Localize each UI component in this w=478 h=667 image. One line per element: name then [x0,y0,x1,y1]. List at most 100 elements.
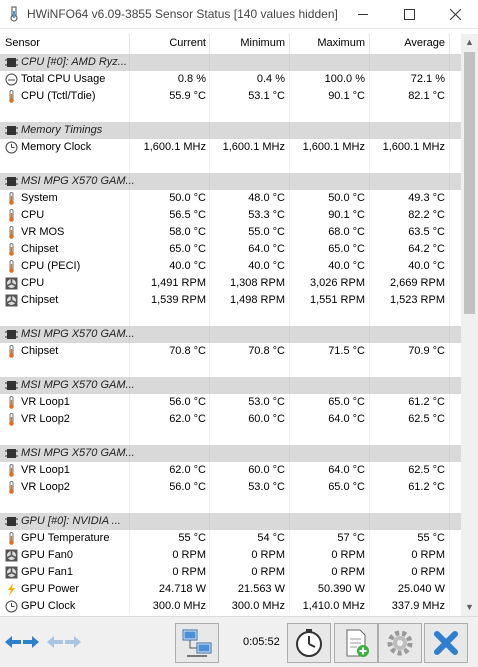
clock-button[interactable] [287,623,331,663]
current-value: 24.718 W [158,583,206,595]
sensor-label: VR MOS [21,226,65,238]
thermometer-icon [9,345,14,358]
settings-button[interactable] [378,623,422,663]
clock-icon [5,141,18,154]
chip-icon [5,449,18,458]
fan-icon [5,549,18,562]
clock-icon [5,600,18,613]
column-gridline [129,530,130,547]
column-gridline [129,122,130,139]
average-value: 62.5 °C [408,413,445,425]
sensor-row[interactable]: Memory Clock 1,600.1 MHz 1,600.1 MHz 1,600.… [0,139,461,156]
thermometer-icon [9,90,14,103]
sensor-row[interactable]: Total CPU Usage 0.8 % 0.4 % 100.0 % 72.1 % [0,71,461,88]
sensor-row[interactable]: CPU 56.5 °C 53.3 °C 90.1 °C 82.2 °C [0,207,461,224]
minimum-value: 0.4 % [256,73,285,85]
thermometer-icon [9,260,14,273]
add-log-icon [346,629,369,657]
scrollbar-thumb[interactable] [464,52,475,314]
exit-button[interactable] [424,623,468,663]
column-gridline [209,496,210,513]
column-gridline [129,326,130,343]
maximum-value: 40.0 °C [328,260,365,272]
sensor-row[interactable]: VR MOS 58.0 °C 55.0 °C 68.0 °C 63.5 °C [0,224,461,241]
sensor-row[interactable]: GPU Fan1 0 RPM 0 RPM 0 RPM 0 RPM [0,564,461,581]
sensor-row[interactable]: VR Loop1 62.0 °C 60.0 °C 64.0 °C 62.5 °C [0,462,461,479]
lightning-icon [8,583,15,596]
logging-button[interactable] [334,623,378,663]
sensor-group-row[interactable]: MSI MPG X570 GAM... [0,326,461,343]
column-gridline [209,513,210,530]
maximum-value: 64.0 °C [328,464,365,476]
sensor-label: Total CPU Usage [21,73,106,85]
sensor-group-row[interactable]: CPU [#0]: AMD Ryz... [0,54,461,71]
column-gridline [369,241,370,258]
sensor-row[interactable]: CPU (Tctl/Tdie) 55.9 °C 53.1 °C 90.1 °C 82.1… [0,88,461,105]
nav-arrows-disabled-button[interactable] [46,632,82,652]
group-label: MSI MPG X570 GAM... [21,447,135,459]
column-gridline [449,394,450,411]
sensor-row[interactable]: GPU Clock 300.0 MHz 300.0 MHz 1,410.0 MHz 33… [0,598,461,615]
column-gridline [369,513,370,530]
sensor-row[interactable]: System 50.0 °C 48.0 °C 50.0 °C 49.3 °C [0,190,461,207]
column-gridline [449,275,450,292]
sensor-label: Memory Clock [21,141,92,153]
spacer-row [0,496,461,513]
close-button[interactable] [432,0,478,29]
sensor-row[interactable]: VR Loop1 56.0 °C 53.0 °C 65.0 °C 61.2 °C [0,394,461,411]
sensor-row[interactable]: Chipset 65.0 °C 64.0 °C 65.0 °C 64.2 °C [0,241,461,258]
column-header: Sensor Current Minimum Maximum Average [0,34,461,54]
network-button[interactable] [175,623,219,663]
maximize-button[interactable] [386,0,432,29]
sensor-group-row[interactable]: MSI MPG X570 GAM... [0,173,461,190]
sensor-row[interactable]: CPU 1,491 RPM 1,308 RPM 3,026 RPM 2,669 RPM [0,275,461,292]
nav-arrows-button[interactable] [4,632,40,652]
scroll-up-arrow-icon[interactable]: ▲ [465,37,474,47]
sensor-row[interactable]: CPU (PECI) 40.0 °C 40.0 °C 40.0 °C 40.0 °C [0,258,461,275]
average-value: 0 RPM [411,549,445,561]
column-gridline [369,479,370,496]
sensor-group-row[interactable]: MSI MPG X570 GAM... [0,377,461,394]
maximum-value: 0 RPM [331,566,365,578]
sensor-label: System [21,192,58,204]
maximum-value: 50.0 °C [328,192,365,204]
sensor-group-row[interactable]: GPU [#0]: NVIDIA ... [0,513,461,530]
maximum-value: 65.0 °C [328,243,365,255]
sensor-row[interactable]: VR Loop2 62.0 °C 60.0 °C 64.0 °C 62.5 °C [0,411,461,428]
column-gridline [129,462,130,479]
sensor-row[interactable]: GPU Power 24.718 W 21.563 W 50.390 W 25.040 … [0,581,461,598]
sensor-row[interactable]: Chipset 70.8 °C 70.8 °C 71.5 °C 70.9 °C [0,343,461,360]
sensor-row[interactable]: Chipset 1,539 RPM 1,498 RPM 1,551 RPM 1,523 … [0,292,461,309]
scroll-down-arrow-icon[interactable]: ▼ [465,602,474,612]
column-gridline [449,479,450,496]
column-sensor[interactable]: Sensor [5,37,40,49]
column-gridline [369,275,370,292]
sensor-label: VR Loop1 [21,396,70,408]
sensor-row[interactable]: GPU Temperature 55 °C 54 °C 57 °C 55 °C [0,530,461,547]
column-current[interactable]: Current [169,37,206,49]
minimize-button[interactable] [340,0,386,29]
column-gridline [449,71,450,88]
vertical-scrollbar[interactable]: ▲ ▼ [461,34,478,616]
sensor-row[interactable]: VR Loop2 56.0 °C 53.0 °C 65.0 °C 61.2 °C [0,479,461,496]
column-gridline [449,513,450,530]
column-minimum[interactable]: Minimum [240,37,285,49]
spacer-row [0,105,461,122]
average-value: 1,600.1 MHz [382,141,445,153]
column-gridline [369,581,370,598]
current-value: 62.0 °C [169,413,206,425]
maximum-value: 0 RPM [331,549,365,561]
column-gridline [289,479,290,496]
column-gridline [209,530,210,547]
sensor-row[interactable]: GPU Fan0 0 RPM 0 RPM 0 RPM 0 RPM [0,547,461,564]
column-gridline [289,190,290,207]
column-gridline [449,496,450,513]
current-value: 56.5 °C [169,209,206,221]
sensor-group-row[interactable]: Memory Timings [0,122,461,139]
sensor-group-row[interactable]: MSI MPG X570 GAM... [0,445,461,462]
column-gridline [129,309,130,326]
column-maximum[interactable]: Maximum [317,37,365,49]
column-gridline [129,479,130,496]
column-average[interactable]: Average [404,37,445,49]
column-gridline [369,122,370,139]
